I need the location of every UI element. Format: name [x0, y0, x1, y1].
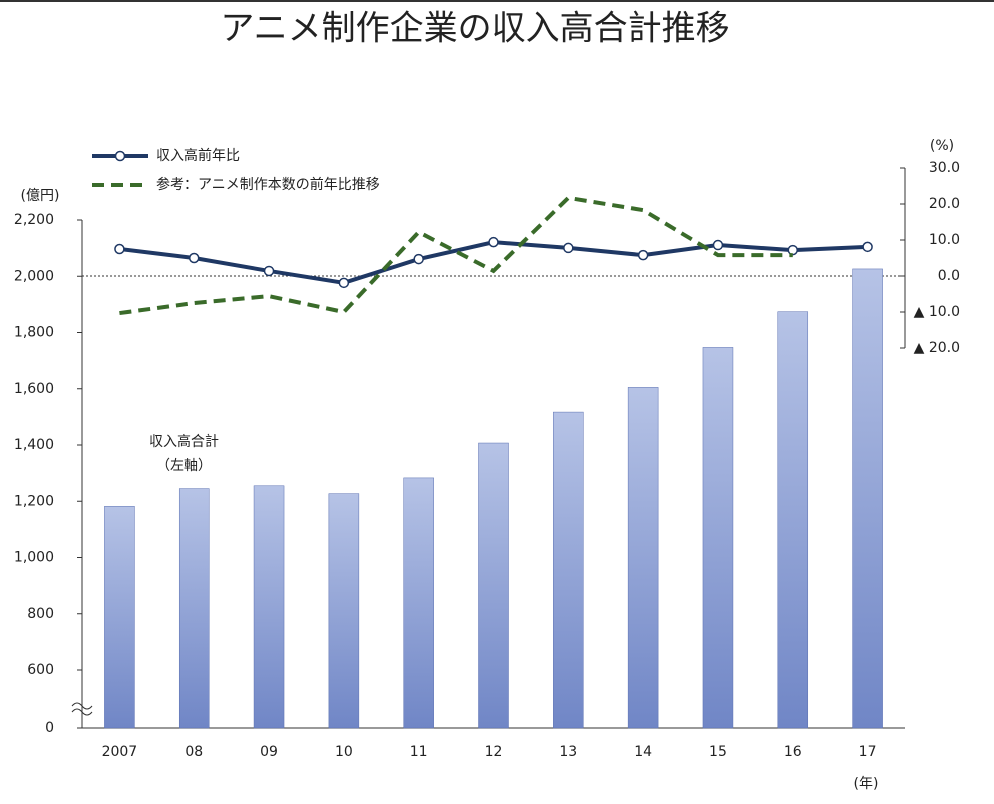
y2-tick-label: 20.0	[929, 196, 960, 212]
bar	[852, 268, 883, 729]
bar	[478, 442, 509, 729]
line-marker	[862, 241, 873, 253]
y-tick-label: 2,200	[14, 212, 54, 228]
chart-title: アニメ制作企業の収入高合計推移	[220, 9, 729, 49]
x-tick-label: 08	[185, 744, 203, 760]
bar	[627, 387, 659, 729]
x-tick-label: 13	[559, 744, 577, 760]
bar	[104, 506, 135, 729]
y2-tick-label: 10.0	[929, 232, 960, 248]
bar-annotation: （左軸）	[156, 458, 212, 474]
y-tick-label: 600	[27, 662, 54, 678]
x-tick-label: 09	[260, 744, 278, 760]
line-marker	[413, 253, 424, 265]
line	[119, 195, 793, 316]
x-tick-label: 16	[784, 744, 802, 760]
y2-tick-label: 30.0	[929, 160, 960, 176]
y2-tick-label: ▲ 10.0	[914, 304, 960, 320]
legend-label: 収入高前年比	[156, 147, 240, 164]
bar	[178, 488, 210, 729]
x-tick-label: 14	[634, 744, 652, 760]
bar	[553, 411, 584, 729]
y-tick-label: 1,800	[14, 325, 54, 341]
y2-axis-label: (%)	[930, 138, 954, 154]
x-tick-label: 12	[485, 744, 503, 760]
bar	[403, 477, 434, 729]
legend-label: 参考：アニメ制作本数の前年比推移	[156, 176, 380, 193]
y-tick-label: 2,000	[14, 268, 54, 284]
line-marker	[338, 277, 350, 289]
bar-annotation: 収入高合計	[149, 433, 219, 450]
line-marker	[188, 252, 200, 264]
bar	[253, 485, 285, 729]
x-tick-label: 17	[859, 744, 877, 760]
x-tick-label: 2007	[102, 744, 138, 760]
y2-tick-label: ▲ 20.0	[914, 340, 960, 356]
x-tick-label: 10	[335, 744, 353, 760]
line-marker	[263, 265, 275, 277]
line	[119, 240, 868, 285]
y-axis-label: (億円)	[21, 188, 60, 204]
bar	[702, 347, 734, 729]
line-marker	[637, 249, 649, 261]
y-tick-label: 1,200	[14, 493, 54, 509]
line-marker	[114, 243, 125, 255]
y-tick-label: 1,400	[14, 437, 54, 453]
axis-break	[71, 702, 93, 716]
y-tick-label: 800	[27, 606, 54, 622]
y2-tick-label: 0.0	[938, 268, 960, 284]
bar	[328, 493, 360, 729]
y-tick-label: 1,600	[14, 381, 54, 397]
line-marker	[488, 236, 499, 248]
legend-marker	[114, 150, 126, 162]
x-tick-label: 11	[410, 744, 428, 760]
line-marker	[712, 239, 724, 251]
y-tick-label: 1,000	[14, 550, 54, 566]
bar	[777, 311, 809, 729]
x-axis-label: (年)	[854, 776, 879, 792]
line-marker	[563, 242, 574, 254]
x-tick-label: 15	[709, 744, 727, 760]
y-tick-label: 0	[45, 720, 54, 736]
